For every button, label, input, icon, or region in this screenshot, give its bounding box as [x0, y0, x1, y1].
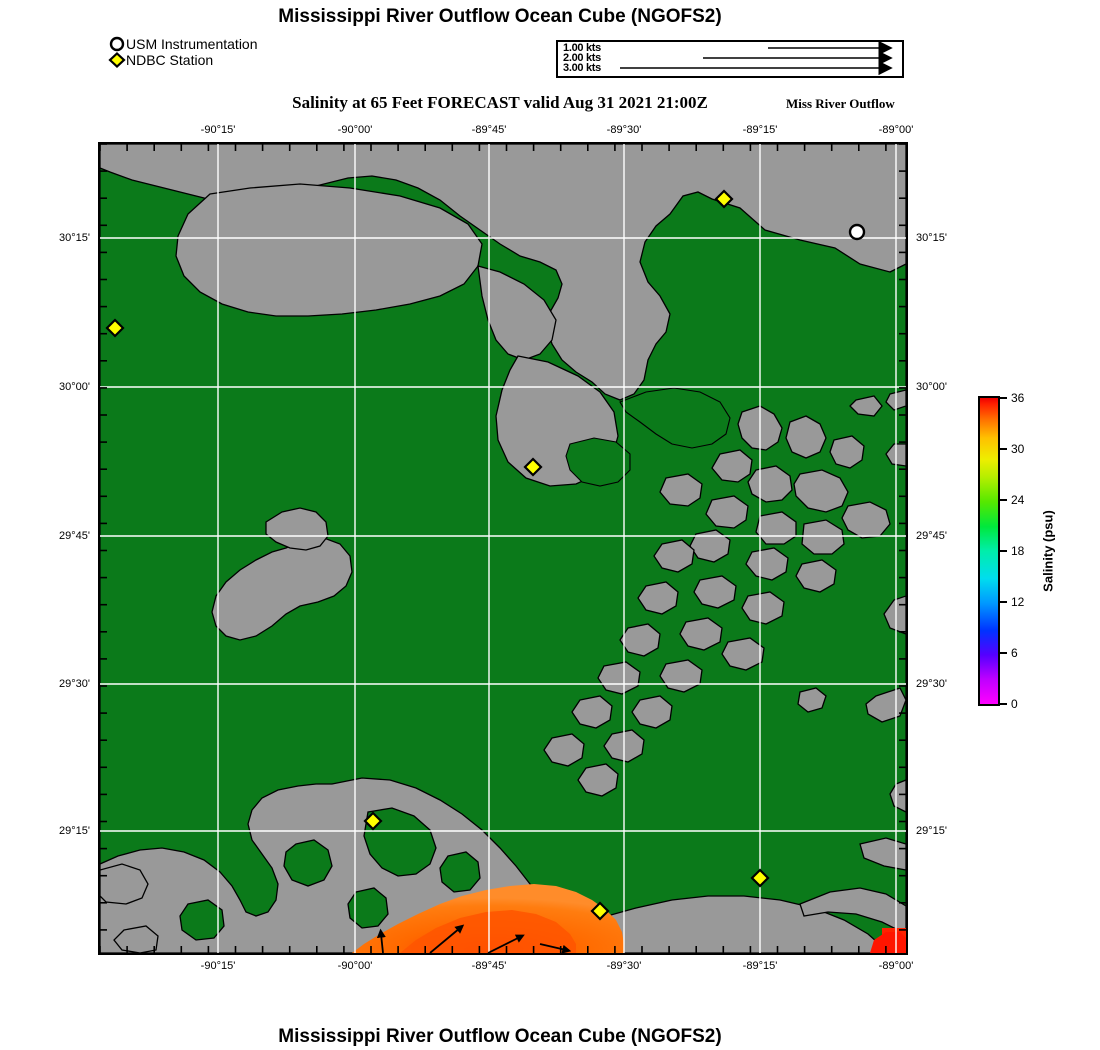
y-axis-tick-left-4: 29°15'	[59, 825, 90, 837]
footer-title: Mississippi River Outflow Ocean Cube (NG…	[278, 1026, 722, 1047]
vector-scale-label-2: 2.00 kts	[563, 52, 601, 64]
colorbar-tick-12	[1000, 601, 1007, 603]
map-content	[100, 144, 906, 953]
y-axis-tick-right-1: 30°00'	[916, 381, 947, 393]
colorbar-label-18: 18	[1011, 544, 1025, 558]
x-axis-tick-top-3: -89°30'	[606, 124, 642, 136]
colorbar-tick-30	[1000, 448, 1007, 450]
x-axis-tick-bottom-5: -89°00'	[878, 960, 914, 972]
legend-label-ndbc: NDBC Station	[126, 52, 214, 68]
colorbar-tick-24	[1000, 499, 1007, 501]
colorbar-label-36: 36	[1011, 391, 1025, 405]
legend-item-usm: USM Instrumentation	[108, 36, 258, 52]
x-axis-tick-top-2: -89°45'	[471, 124, 507, 136]
y-axis-tick-left-0: 30°15'	[59, 232, 90, 244]
forecast-subtitle: Salinity at 65 Feet FORECAST valid Aug 3…	[292, 93, 708, 112]
ndbc-station-marker	[714, 189, 734, 209]
x-axis-tick-top-4: -89°15'	[742, 124, 778, 136]
usm-instrumentation-marker	[848, 223, 866, 241]
page-title: Mississippi River Outflow Ocean Cube (NG…	[278, 6, 722, 27]
current-vectors	[376, 924, 572, 953]
vector-scale-legend: 1.00 kts 2.00 kts 3.00 kts	[556, 40, 904, 78]
ndbc-station-marker	[105, 318, 125, 338]
colorbar-label-24: 24	[1011, 493, 1025, 507]
colorbar-label-0: 0	[1011, 697, 1018, 711]
colorbar-label-6: 6	[1011, 646, 1018, 660]
x-axis-tick-bottom-3: -89°30'	[606, 960, 642, 972]
diamond-marker-icon	[108, 51, 126, 69]
vector-scale-label-1: 1.00 kts	[563, 42, 601, 54]
x-axis-tick-top-1: -90°00'	[337, 124, 373, 136]
station-markers[interactable]	[105, 189, 866, 921]
vector-scale-label-3: 3.00 kts	[563, 62, 601, 74]
y-axis-tick-right-0: 30°15'	[916, 232, 947, 244]
colorbar-tick-6	[1000, 652, 1007, 654]
y-axis-tick-left-2: 29°45'	[59, 530, 90, 542]
colorbar-tick-18	[1000, 550, 1007, 552]
x-axis-tick-bottom-4: -89°15'	[742, 960, 778, 972]
outflow-annotation: Miss River Outflow	[786, 96, 895, 111]
station-legend: USM Instrumentation NDBC Station	[108, 36, 258, 69]
ndbc-station-marker	[523, 457, 543, 477]
x-axis-tick-bottom-0: -90°15'	[200, 960, 236, 972]
marsh-detail	[565, 387, 731, 487]
colorbar: 36 30 24 18 12 6 0	[978, 391, 1024, 711]
y-axis-tick-right-3: 29°30'	[916, 678, 947, 690]
y-axis-tick-left-1: 30°00'	[59, 381, 90, 393]
colorbar-title: Salinity (psu)	[1040, 510, 1056, 592]
x-axis-tick-top-0: -90°15'	[200, 124, 236, 136]
colorbar-label-12: 12	[1011, 595, 1025, 609]
ndbc-station-marker	[590, 901, 610, 921]
circle-marker-icon	[108, 36, 126, 52]
y-axis-tick-right-4: 29°15'	[916, 825, 947, 837]
x-axis-tick-bottom-1: -90°00'	[337, 960, 373, 972]
colorbar-gradient	[978, 396, 1000, 706]
land-mask	[100, 144, 906, 953]
y-axis-tick-right-2: 29°45'	[916, 530, 947, 542]
colorbar-tick-0	[1000, 703, 1007, 705]
colorbar-label-30: 30	[1011, 442, 1025, 456]
colorbar-tick-36	[1000, 397, 1007, 399]
y-axis-tick-left-3: 29°30'	[59, 678, 90, 690]
salinity-map[interactable]	[98, 142, 908, 955]
legend-item-ndbc: NDBC Station	[108, 51, 258, 69]
x-axis-tick-top-5: -89°00'	[878, 124, 914, 136]
axis-ticks	[100, 144, 906, 953]
ndbc-station-marker	[750, 868, 770, 888]
ndbc-station-marker	[363, 811, 383, 831]
legend-label-usm: USM Instrumentation	[126, 36, 258, 52]
graticule	[100, 144, 906, 953]
x-axis-tick-bottom-2: -89°45'	[471, 960, 507, 972]
